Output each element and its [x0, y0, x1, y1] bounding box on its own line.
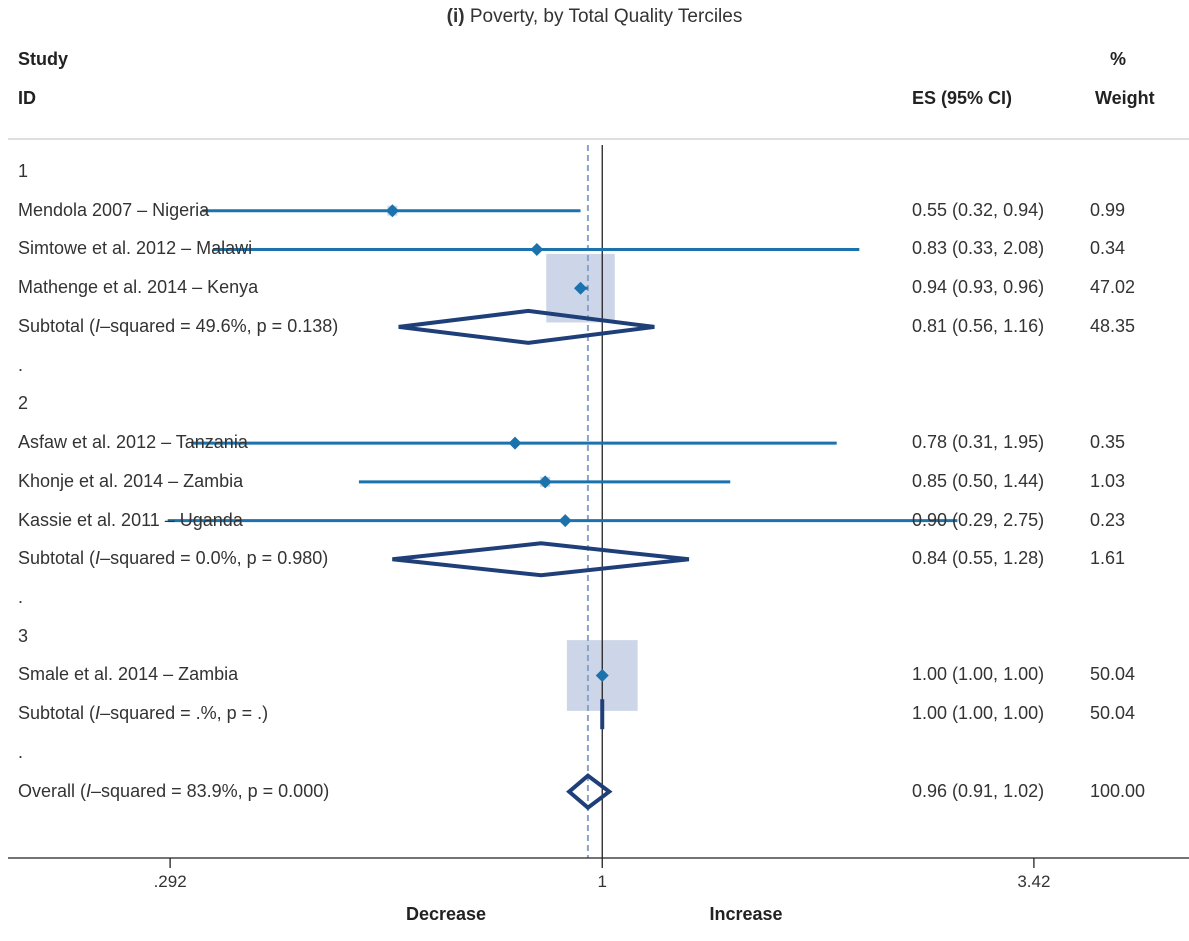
- effect-size-text: 0.83 (0.33, 2.08): [912, 238, 1045, 259]
- label-suffix: –squared = 83.9%, p = 0.000): [91, 780, 330, 801]
- study-label: Simtowe et al. 2012 – Malawi: [18, 238, 253, 259]
- effect-size-text: 0.90 (0.29, 2.75): [912, 509, 1045, 530]
- point-estimate-marker: [558, 514, 572, 528]
- effect-size-text: 0.78 (0.31, 1.95): [912, 432, 1045, 453]
- direction-right-label: Increase: [709, 904, 783, 924]
- group-label: 3: [18, 625, 29, 646]
- weight-text: 1.03: [1090, 470, 1126, 491]
- chart-title: (i) Poverty, by Total Quality Terciles: [0, 6, 1189, 28]
- label-suffix: –squared = 49.6%, p = 0.138): [100, 315, 339, 336]
- direction-left-label: Decrease: [405, 904, 487, 924]
- x-tick-label: .292: [153, 872, 187, 891]
- effect-size-text: 1.00 (1.00, 1.00): [912, 664, 1045, 685]
- x-tick-label: 1: [597, 872, 607, 891]
- study-label: Mendola 2007 – Nigeria: [18, 199, 210, 220]
- label-suffix: –squared = 0.0%, p = 0.980): [100, 548, 329, 569]
- point-estimate-marker: [530, 242, 544, 256]
- label-i-squared: I: [95, 315, 101, 336]
- label-i-squared: I: [95, 548, 101, 569]
- label-prefix: Subtotal (: [18, 548, 96, 569]
- chart-title-text: Poverty, by Total Quality Terciles: [469, 6, 743, 27]
- header-weight: Weight: [1095, 88, 1155, 108]
- label-prefix: Subtotal (: [18, 315, 96, 336]
- chart-title-prefix: (i): [446, 6, 465, 27]
- effect-size-text: 0.81 (0.56, 1.16): [912, 315, 1045, 336]
- weight-text: 48.35: [1090, 315, 1136, 336]
- point-estimate-marker: [595, 668, 609, 682]
- effect-size-text: 0.96 (0.91, 1.02): [912, 780, 1045, 801]
- study-label: Khonje et al. 2014 – Zambia: [18, 470, 244, 491]
- header-id: ID: [18, 88, 36, 108]
- weight-text: 50.04: [1090, 703, 1136, 724]
- weight-text: 0.35: [1090, 432, 1126, 453]
- group-label: 2: [18, 393, 29, 414]
- spacer-label: .: [18, 741, 24, 762]
- subtotal-diamond: [398, 308, 655, 345]
- weight-text: 100.00: [1090, 780, 1146, 801]
- spacer-label: .: [18, 354, 24, 375]
- effect-size-text: 0.94 (0.93, 0.96): [912, 277, 1045, 298]
- label-i-squared: I: [95, 703, 101, 724]
- weight-text: 0.34: [1090, 238, 1126, 259]
- weight-text: 47.02: [1090, 277, 1136, 298]
- effect-size-text: 0.55 (0.32, 0.94): [912, 199, 1045, 220]
- spacer-label: .: [18, 587, 24, 608]
- overall-label: Overall (I–squared = 83.9%, p = 0.000): [18, 781, 329, 802]
- point-estimate-marker: [385, 204, 399, 218]
- label-prefix: Overall (: [18, 780, 87, 801]
- point-estimate-marker: [508, 436, 522, 450]
- weight-text: 0.99: [1090, 199, 1126, 220]
- group-label: 1: [18, 161, 29, 181]
- point-estimate-marker: [538, 475, 552, 489]
- weight-text: 1.61: [1090, 548, 1126, 569]
- overall-diamond: [566, 773, 613, 811]
- header-study: Study: [18, 49, 69, 69]
- point-estimate-marker: [574, 281, 588, 295]
- study-label: Kassie et al. 2011 – Uganda: [18, 509, 243, 530]
- label-prefix: Subtotal (: [18, 703, 96, 724]
- subtotal-label: Subtotal (I–squared = 0.0%, p = 0.980): [18, 548, 328, 569]
- effect-size-text: 0.84 (0.55, 1.28): [912, 548, 1045, 569]
- label-i-squared: I: [86, 780, 92, 801]
- subtotal-label: Subtotal (I–squared = 49.6%, p = 0.138): [18, 316, 338, 337]
- effect-size-text: 1.00 (1.00, 1.00): [912, 703, 1045, 724]
- weight-text: 50.04: [1090, 664, 1136, 685]
- x-tick-label: 3.42: [1017, 872, 1051, 891]
- subtotal-label: Subtotal (I–squared = .%, p = .): [18, 703, 268, 724]
- header-weight-percent: %: [1110, 49, 1127, 69]
- effect-size-text: 0.85 (0.50, 1.44): [912, 470, 1045, 491]
- study-label: Asfaw et al. 2012 – Tanzania: [18, 432, 248, 453]
- study-label: Mathenge et al. 2014 – Kenya: [18, 277, 259, 298]
- subtotal-diamond: [392, 541, 690, 578]
- label-suffix: –squared = .%, p = .): [100, 703, 269, 724]
- weight-text: 0.23: [1090, 509, 1126, 530]
- study-label: Smale et al. 2014 – Zambia: [18, 664, 239, 685]
- header-es: ES (95% CI): [912, 88, 1013, 108]
